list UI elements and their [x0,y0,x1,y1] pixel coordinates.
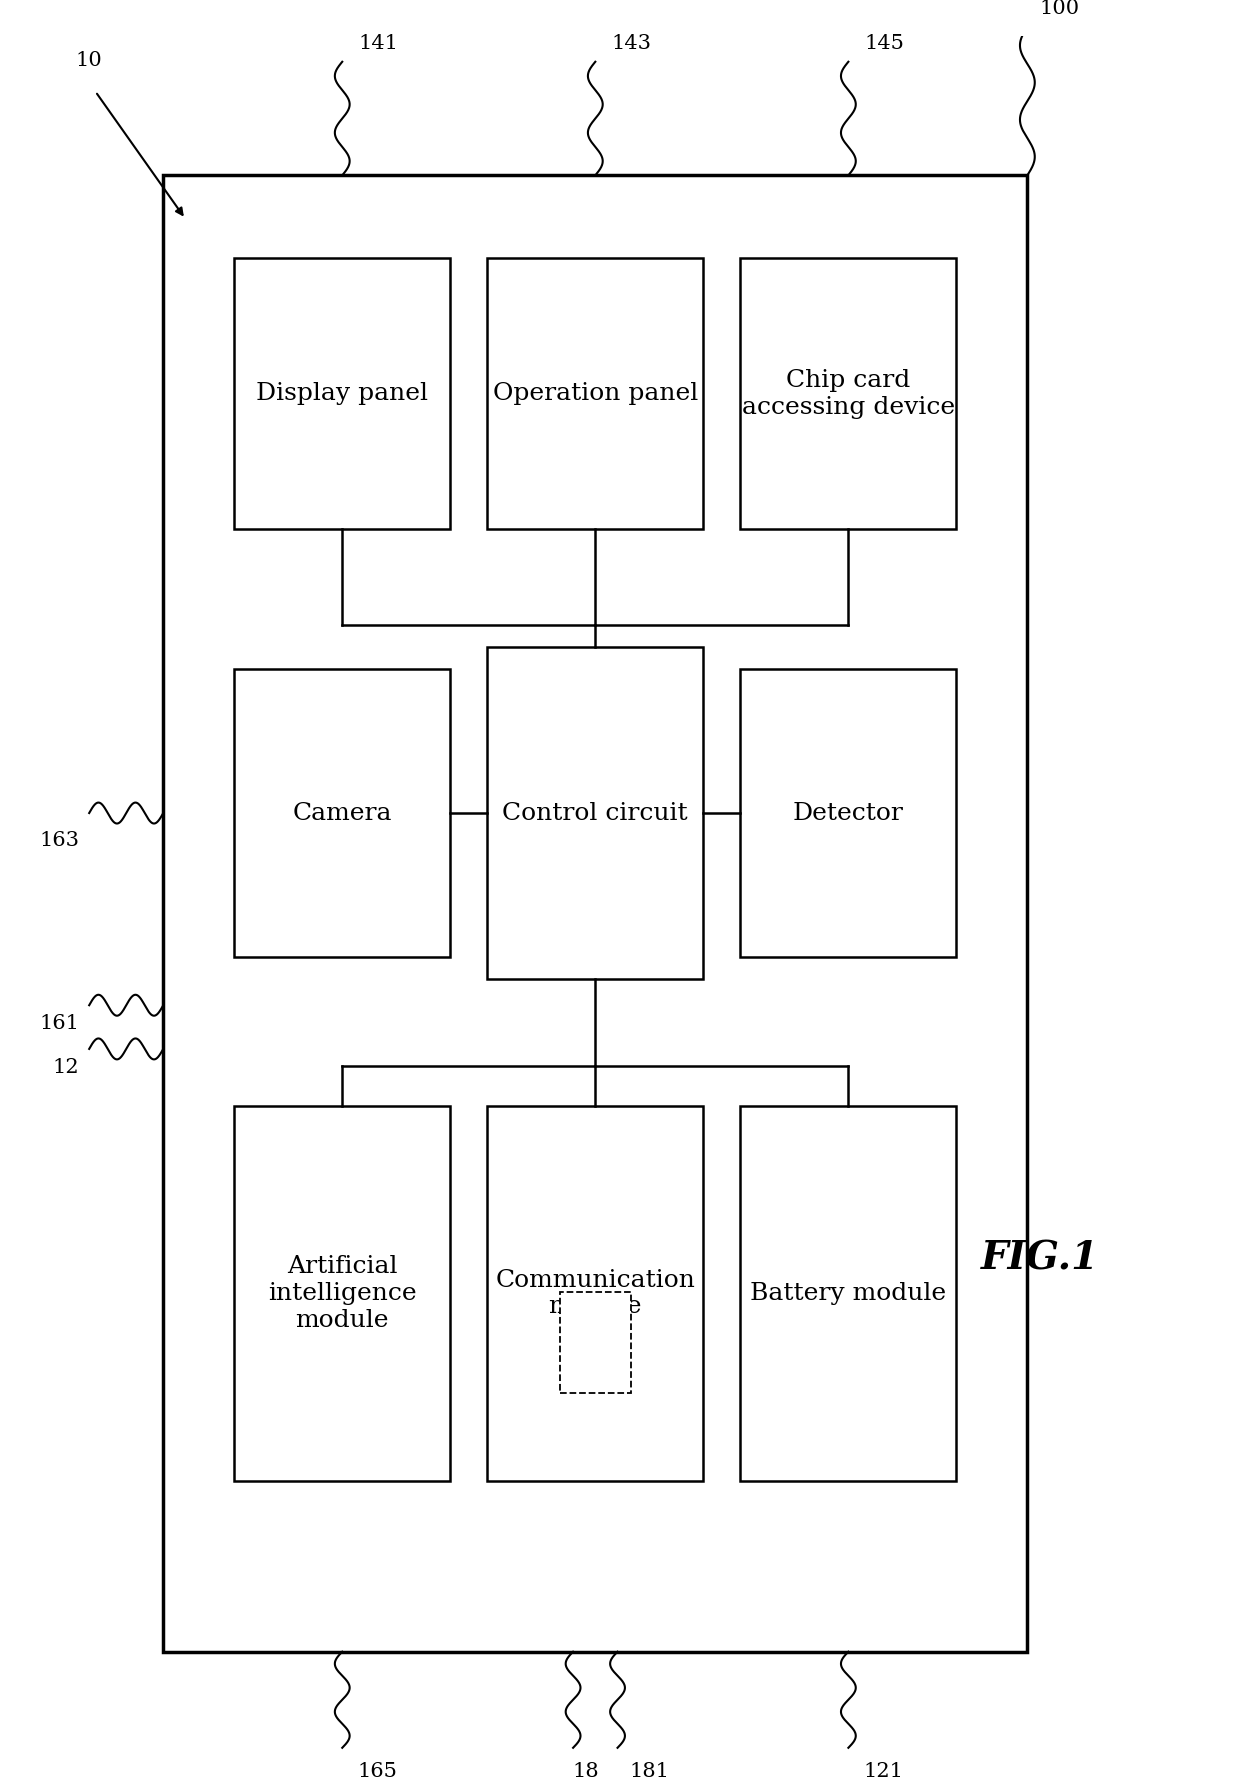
Text: Artificial
intelligence
module: Artificial intelligence module [268,1255,417,1332]
Bar [234,257,450,529]
Bar [487,647,703,980]
Text: 143: 143 [611,34,651,54]
Text: 163: 163 [40,830,79,849]
Bar [740,1105,956,1480]
Text: 165: 165 [357,1761,397,1781]
Text: Communication
module: Communication module [495,1269,696,1318]
Text: Operation panel: Operation panel [492,383,698,406]
Text: Control circuit: Control circuit [502,801,688,824]
Text: 145: 145 [864,34,904,54]
Text: 10: 10 [76,52,103,70]
Text: 141: 141 [358,34,398,54]
Text: Battery module: Battery module [750,1282,946,1305]
Text: 18: 18 [572,1761,599,1781]
Text: 161: 161 [40,1014,79,1033]
Text: Detector: Detector [792,801,904,824]
Bar [164,175,1028,1652]
Bar [234,669,450,957]
Bar [740,257,956,529]
Bar [559,1291,631,1393]
Text: 121: 121 [863,1761,903,1781]
Text: Display panel: Display panel [257,383,428,406]
Bar [487,257,703,529]
Text: FIG.1: FIG.1 [981,1239,1099,1278]
Text: Camera: Camera [293,801,392,824]
Text: Chip card
accessing device: Chip card accessing device [742,368,955,418]
Bar [740,669,956,957]
Text: 181: 181 [630,1761,670,1781]
Bar [234,1105,450,1480]
Bar [487,1105,703,1480]
Text: 12: 12 [52,1058,79,1076]
Text: 100: 100 [1039,0,1080,18]
